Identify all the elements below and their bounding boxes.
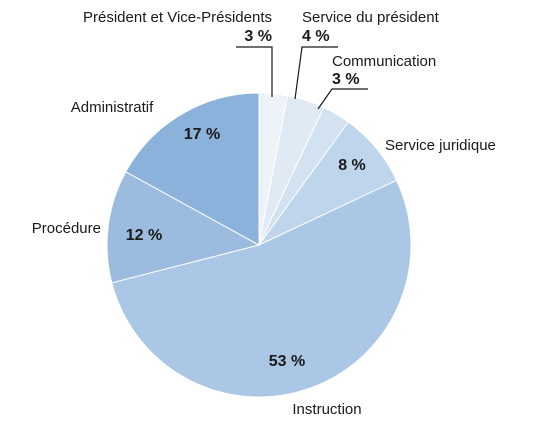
- value-label: 12 %: [126, 227, 162, 244]
- pie-slice: [111, 179, 412, 398]
- slice-label: Président et Vice-Présidents: [83, 9, 272, 26]
- value-label: 8 %: [338, 157, 366, 174]
- slice-label: Communication: [332, 53, 436, 70]
- slice-label: Administratif: [71, 99, 154, 116]
- leader-line: [294, 46, 338, 100]
- slice-label: Instruction: [292, 401, 361, 418]
- slice-label: Procédure: [32, 220, 101, 237]
- slice-label: Service du président: [302, 9, 440, 26]
- pie-slice: [106, 171, 261, 284]
- value-label: 4 %: [302, 28, 330, 45]
- value-label: 53 %: [269, 353, 305, 370]
- leader-line: [236, 46, 273, 97]
- value-label: 3 %: [244, 28, 272, 45]
- slice-label: Service juridique: [385, 137, 496, 154]
- leader-line: [317, 88, 368, 110]
- pie-slice: [125, 92, 260, 246]
- value-label: 3 %: [332, 71, 360, 88]
- value-label: 17 %: [184, 126, 220, 143]
